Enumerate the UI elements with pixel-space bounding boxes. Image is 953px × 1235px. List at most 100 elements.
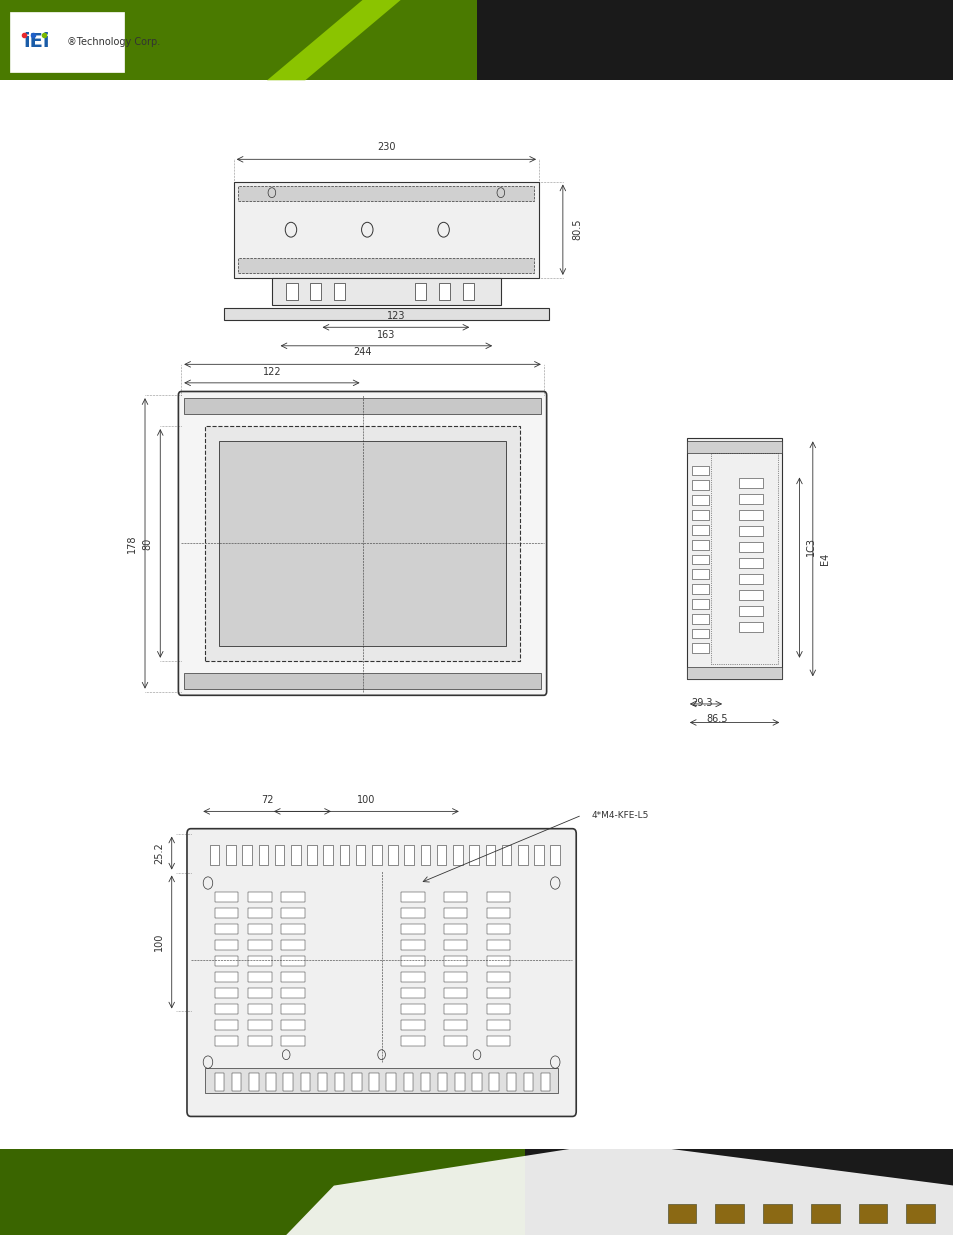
Bar [710,453,777,664]
Bar [540,1073,550,1091]
Bar [443,1020,467,1030]
Text: 80.5: 80.5 [572,219,581,241]
Bar [686,667,781,679]
Bar [400,908,424,918]
Bar [739,622,762,632]
Text: ®Technology Corp.: ®Technology Corp. [67,37,160,47]
Bar [858,1204,886,1223]
Bar [400,940,424,950]
Bar [214,1020,238,1030]
Text: iEi: iEi [24,32,51,52]
Bar [420,845,430,864]
Bar [453,845,462,864]
Text: E4: E4 [820,553,829,564]
Bar [238,258,534,273]
Bar [214,892,238,902]
Bar [400,924,424,934]
Bar [281,972,305,982]
Bar [739,510,762,520]
Text: 72: 72 [260,795,274,805]
Bar [443,1004,467,1014]
Bar [400,1004,424,1014]
Bar [248,940,272,950]
Bar [274,845,284,864]
Bar [226,845,235,864]
Bar [436,845,446,864]
Bar [486,1020,510,1030]
Bar [248,908,272,918]
Bar [214,1073,224,1091]
Bar [242,845,252,864]
Text: 100: 100 [154,932,164,951]
Bar [307,845,316,864]
Bar [400,1036,424,1046]
Polygon shape [267,0,400,80]
Bar [438,283,450,300]
Text: 25.2: 25.2 [154,842,164,864]
Bar [335,1073,344,1091]
Bar [258,845,268,864]
Bar [476,0,953,80]
Bar [214,988,238,998]
Text: 123: 123 [386,311,405,321]
Bar [486,892,510,902]
Bar [739,590,762,600]
Bar [404,845,414,864]
Bar [248,1036,272,1046]
Bar [762,1204,791,1223]
Text: 86.5: 86.5 [705,714,727,724]
Bar [372,845,381,864]
Bar [238,186,534,201]
Bar [272,278,500,305]
Bar [715,1204,743,1223]
Bar [214,924,238,934]
Bar [248,956,272,966]
Bar [214,1036,238,1046]
Text: 1C3: 1C3 [805,537,815,556]
Polygon shape [286,1149,953,1235]
Bar [184,673,540,689]
Bar [281,956,305,966]
Bar [489,1073,498,1091]
Bar [205,426,519,661]
Bar [0,1149,953,1235]
Bar [0,0,953,80]
Bar [905,1204,934,1223]
Bar [248,924,272,934]
Bar [486,908,510,918]
Bar [739,574,762,584]
Bar [443,988,467,998]
Bar [281,1004,305,1014]
Bar [214,940,238,950]
Bar [739,478,762,488]
Bar [443,924,467,934]
Bar [248,1004,272,1014]
Bar [691,540,708,550]
Bar [286,283,297,300]
Bar [388,845,397,864]
Bar [691,584,708,594]
Bar [214,972,238,982]
Bar [386,1073,395,1091]
Bar [248,892,272,902]
Bar [686,441,781,453]
Bar [205,1068,558,1093]
Bar [506,1073,516,1091]
Bar [300,1073,310,1091]
Bar [281,1020,305,1030]
Bar [0,0,476,80]
Bar [691,480,708,490]
Bar [233,182,538,278]
Bar [355,845,365,864]
Bar [486,1036,510,1046]
Bar [486,956,510,966]
Bar [352,1073,361,1091]
Bar [219,441,505,646]
Bar [281,892,305,902]
Bar [281,908,305,918]
Bar [369,1073,378,1091]
Bar [214,956,238,966]
Bar [210,845,219,864]
Bar [443,940,467,950]
Bar [310,283,321,300]
